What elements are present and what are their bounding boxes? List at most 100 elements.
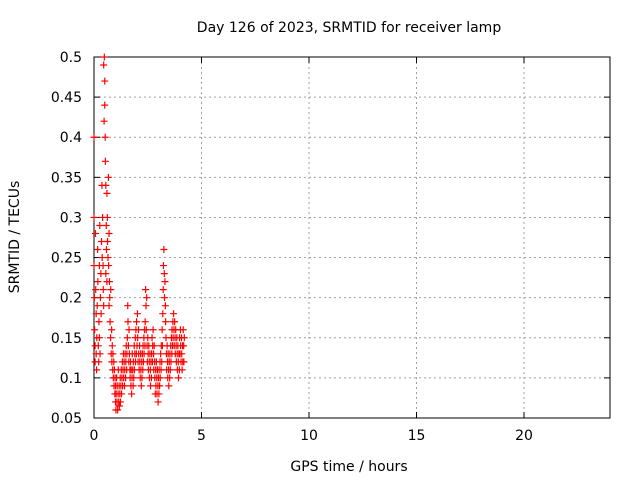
data-point — [101, 77, 109, 85]
axis-ticks — [93, 56, 610, 419]
data-point — [129, 382, 137, 390]
data-point — [95, 334, 103, 342]
y-tick-label: 0.3 — [60, 210, 82, 226]
data-point — [121, 382, 129, 390]
data-point — [90, 213, 98, 221]
data-point — [161, 278, 169, 286]
data-point — [159, 262, 167, 270]
y-tick-label: 0.5 — [60, 50, 82, 66]
data-point — [103, 213, 111, 221]
data-point — [105, 302, 113, 310]
data-point — [107, 334, 115, 342]
data-point — [125, 326, 133, 334]
data-point — [101, 157, 109, 165]
x-tick-labels: 0 5 10 15 20 — [90, 428, 533, 444]
data-point — [141, 318, 149, 326]
data-point — [101, 133, 109, 141]
data-point — [128, 390, 136, 398]
data-point — [158, 326, 166, 334]
data-point — [161, 302, 169, 310]
data-point — [178, 366, 186, 374]
x-tick-label: 10 — [300, 428, 318, 444]
data-point — [142, 302, 150, 310]
data-point — [134, 334, 142, 342]
data-point — [156, 382, 164, 390]
data-point — [106, 294, 114, 302]
data-point — [156, 374, 164, 382]
data-point — [100, 53, 108, 61]
y-tick-label: 0.4 — [60, 130, 82, 146]
data-point — [123, 334, 131, 342]
data-point — [166, 366, 174, 374]
data-point — [162, 318, 170, 326]
y-axis-label: SRMTID / TECUs — [7, 181, 23, 294]
data-point — [178, 350, 186, 358]
data-point — [124, 302, 132, 310]
data-point — [159, 310, 167, 318]
y-tick-label: 0.2 — [60, 291, 82, 307]
data-point — [104, 254, 112, 262]
data-point — [99, 286, 107, 294]
x-tick-label: 0 — [90, 428, 99, 444]
data-point — [98, 238, 106, 246]
data-point — [165, 382, 173, 390]
data-point — [155, 390, 163, 398]
y-tick-label: 0.1 — [60, 371, 82, 387]
data-point — [101, 101, 109, 109]
y-tick-label: 0.35 — [51, 170, 82, 186]
data-point — [109, 350, 117, 358]
data-point — [161, 294, 169, 302]
data-point — [93, 302, 101, 310]
data-point — [104, 238, 112, 246]
data-point — [107, 286, 115, 294]
data-point — [114, 406, 122, 414]
data-point — [102, 181, 110, 189]
data-point — [179, 326, 187, 334]
data-point — [110, 358, 118, 366]
data-point — [116, 398, 124, 406]
data-point — [102, 221, 110, 229]
data-point — [97, 310, 105, 318]
data-point — [160, 246, 168, 254]
x-axis-label: GPS time / hours — [290, 459, 407, 475]
data-point — [180, 342, 188, 350]
data-point — [93, 366, 101, 374]
data-point — [90, 133, 98, 141]
data-point — [138, 374, 146, 382]
data-point — [133, 318, 141, 326]
data-point — [149, 326, 157, 334]
data-point — [96, 350, 104, 358]
data-point — [100, 117, 108, 125]
data-point — [105, 229, 113, 237]
data-point — [124, 318, 132, 326]
x-tick-label: 20 — [515, 428, 533, 444]
data-point — [96, 294, 104, 302]
data-point — [137, 382, 145, 390]
data-point — [130, 374, 138, 382]
data-point — [94, 246, 102, 254]
data-point — [104, 173, 112, 181]
data-point — [150, 350, 158, 358]
data-point — [166, 374, 174, 382]
data-point — [105, 278, 113, 286]
data-point — [180, 358, 188, 366]
data-point — [142, 286, 150, 294]
y-tick-label: 0.15 — [51, 331, 82, 347]
data-point — [170, 310, 178, 318]
data-point — [108, 342, 116, 350]
data-point — [105, 262, 113, 270]
data-point — [95, 318, 103, 326]
data-point — [118, 390, 126, 398]
data-point — [94, 278, 102, 286]
data-point — [100, 61, 108, 69]
data-point — [108, 326, 116, 334]
plot-frame — [93, 56, 611, 419]
y-tick-label: 0.45 — [51, 90, 82, 106]
data-point — [102, 246, 110, 254]
data-point — [135, 326, 143, 334]
data-point — [159, 286, 167, 294]
data-point — [150, 342, 158, 350]
y-tick-labels: 0.05 0.1 0.15 0.2 0.25 0.3 0.35 0.4 0.45 0.5 — [51, 50, 82, 427]
data-point — [106, 318, 114, 326]
